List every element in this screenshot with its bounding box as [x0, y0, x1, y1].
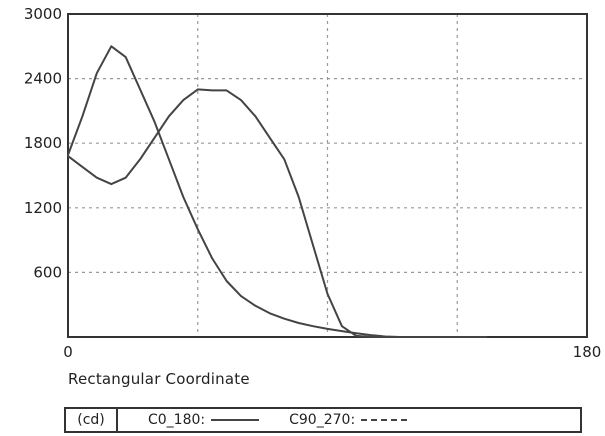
x-tick-label: 0	[63, 343, 73, 361]
x-tick-labels: 0 180	[63, 343, 601, 361]
legend-unit-label: (cd)	[66, 409, 118, 431]
legend-label-c0-180: C0_180	[148, 412, 201, 428]
series-line-c0-180	[67, 45, 488, 338]
y-tick-labels: 600 1200 1800 2400 3000	[24, 5, 62, 281]
x-tick-label: 180	[573, 343, 602, 361]
y-tick-label: 1800	[24, 134, 62, 152]
x-axis-title: Rectangular Coordinate	[68, 370, 250, 388]
series-line-c90-270	[67, 88, 488, 338]
legend-colon: :	[350, 412, 356, 428]
legend-label-c90-270: C90_270	[289, 412, 351, 428]
series-layer	[67, 45, 488, 338]
y-tick-label: 3000	[24, 5, 62, 23]
legend-colon: :	[200, 412, 206, 428]
legend: (cd) C0_180: C90_270:	[64, 407, 582, 433]
y-tick-label: 2400	[24, 70, 62, 88]
legend-swatch-solid	[211, 419, 260, 421]
y-tick-label: 600	[33, 263, 62, 281]
grid-lines	[68, 14, 587, 337]
legend-swatch-dashed	[361, 419, 408, 421]
y-tick-label: 1200	[24, 199, 62, 217]
legend-entry-c90-270: C90_270:	[289, 412, 408, 428]
plot-frame	[67, 13, 588, 338]
legend-entry-c0-180: C0_180:	[148, 412, 260, 428]
